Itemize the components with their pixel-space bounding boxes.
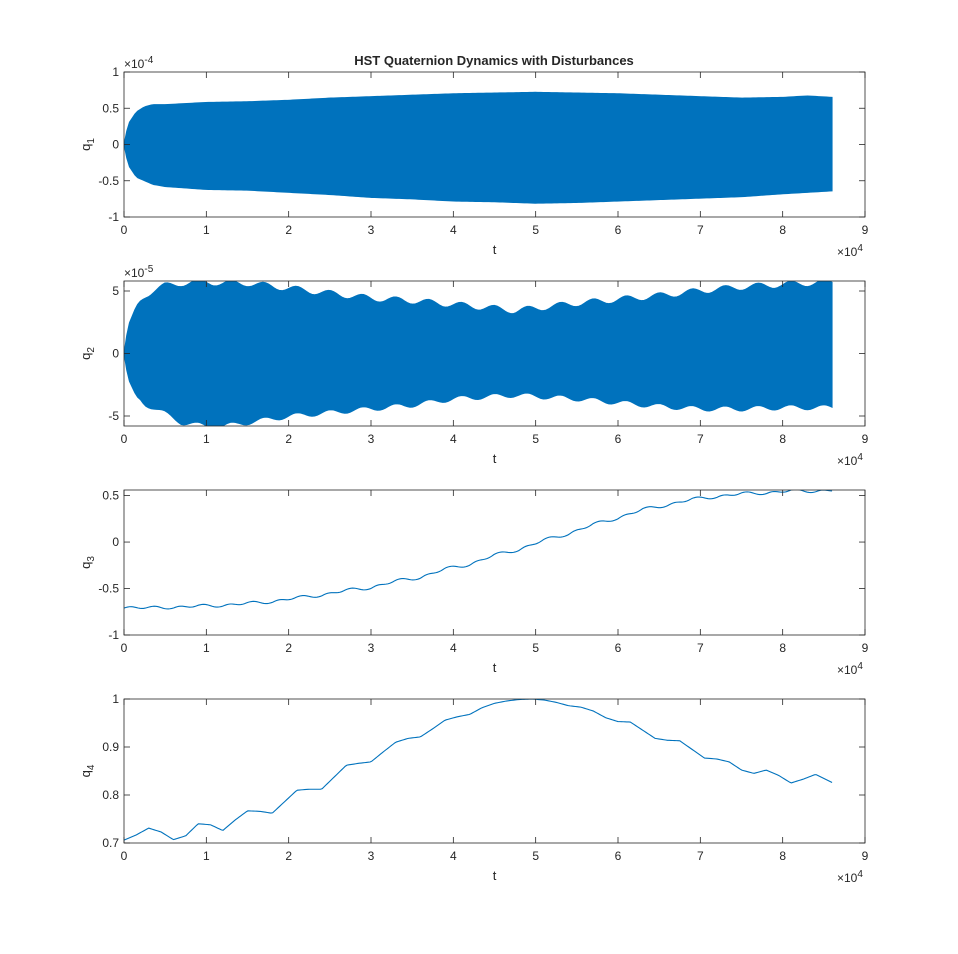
x-tick-label: 9 (862, 432, 869, 446)
x-tick-label: 2 (285, 641, 292, 655)
series-line-q4 (124, 699, 833, 841)
x-tick-label: 6 (615, 223, 622, 237)
x-tick-label: 0 (121, 641, 128, 655)
x-axis-label: t (493, 242, 497, 257)
x-exponent-power: 4 (857, 452, 863, 463)
x-tick-label: 4 (450, 641, 457, 655)
x-tick-label: 4 (450, 849, 457, 863)
y-axis-label-subscript: 2 (86, 347, 97, 353)
x-tick-label: 9 (862, 641, 869, 655)
x-exponent-label: ×104 (837, 869, 863, 885)
x-tick-label: 3 (368, 223, 375, 237)
x-exponent-label: ×104 (837, 243, 863, 259)
x-tick-label: 2 (285, 432, 292, 446)
x-tick-label: 1 (203, 223, 210, 237)
x-tick-label: 5 (532, 849, 539, 863)
x-exponent-label: ×104 (837, 452, 863, 468)
x-exponent-power: 4 (857, 243, 863, 254)
y-tick-label: 0.9 (102, 740, 119, 754)
x-tick-label: 1 (203, 641, 210, 655)
x-tick-label: 8 (779, 641, 786, 655)
y-tick-label: 1 (112, 65, 119, 79)
y-tick-label: 0 (112, 347, 119, 361)
x-axis-label: t (493, 451, 497, 466)
x-tick-label: 0 (121, 223, 128, 237)
x-tick-label: 4 (450, 432, 457, 446)
y-tick-label: 0.7 (102, 836, 119, 850)
x-tick-label: 3 (368, 641, 375, 655)
x-tick-label: 5 (532, 432, 539, 446)
x-exponent-power: 4 (857, 869, 863, 880)
x-tick-label: 8 (779, 223, 786, 237)
y-tick-label: 0 (112, 535, 119, 549)
x-tick-label: 7 (697, 432, 704, 446)
y-tick-label: 0.5 (102, 101, 119, 115)
axes-box (123, 489, 866, 636)
y-tick-label: -1 (108, 628, 119, 642)
x-tick-label: 7 (697, 223, 704, 237)
x-tick-label: 7 (697, 849, 704, 863)
y-tick-label: 1 (112, 692, 119, 706)
axes-box (123, 698, 866, 844)
figure-title: HST Quaternion Dynamics with Disturbance… (354, 53, 634, 68)
x-tick-label: 8 (779, 432, 786, 446)
y-axis-label-subscript: 1 (86, 138, 97, 144)
y-tick-label: 0.5 (102, 489, 119, 503)
x-tick-label: 3 (368, 432, 375, 446)
x-tick-label: 3 (368, 849, 375, 863)
x-tick-label: 5 (532, 641, 539, 655)
x-tick-label: 2 (285, 223, 292, 237)
y-axis-label-subscript: 3 (86, 556, 97, 562)
x-tick-label: 6 (615, 432, 622, 446)
x-tick-label: 9 (862, 223, 869, 237)
y-tick-label: 0 (112, 138, 119, 152)
y-tick-label: -5 (108, 409, 119, 423)
x-tick-label: 9 (862, 849, 869, 863)
x-tick-label: 5 (532, 223, 539, 237)
x-tick-label: 8 (779, 849, 786, 863)
x-axis-label: t (493, 868, 497, 883)
x-tick-label: 1 (203, 432, 210, 446)
y-tick-label: -0.5 (98, 174, 119, 188)
x-tick-label: 0 (121, 849, 128, 863)
y-tick-label: -0.5 (98, 582, 119, 596)
x-tick-label: 1 (203, 849, 210, 863)
x-exponent-power: 4 (857, 661, 863, 672)
series-band-q2 (124, 281, 833, 426)
x-tick-label: 0 (121, 432, 128, 446)
y-axis-label-subscript: 4 (86, 764, 97, 770)
x-exponent-label: ×104 (837, 661, 863, 677)
x-axis-label: t (493, 660, 497, 675)
y-tick-label: 5 (112, 284, 119, 298)
y-tick-label: -1 (108, 210, 119, 224)
x-tick-label: 4 (450, 223, 457, 237)
series-band-q1 (124, 91, 833, 204)
x-tick-label: 2 (285, 849, 292, 863)
x-tick-label: 7 (697, 641, 704, 655)
y-tick-label: 0.8 (102, 788, 119, 802)
y-exponent-power: -4 (144, 55, 153, 66)
x-tick-label: 6 (615, 641, 622, 655)
y-exponent-power: -5 (144, 264, 153, 275)
series-line-q3 (124, 490, 833, 610)
x-tick-label: 6 (615, 849, 622, 863)
